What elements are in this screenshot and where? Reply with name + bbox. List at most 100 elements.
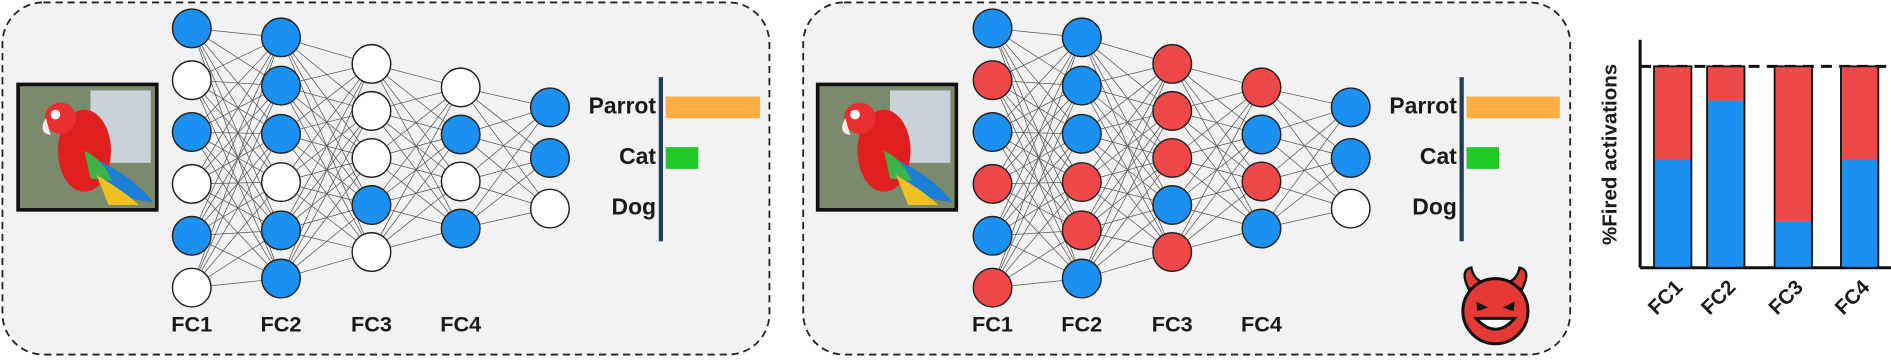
neuron: [260, 17, 302, 58]
neuron: [1330, 137, 1371, 179]
network: FC1 FC2 FC3 FC4 Parrot Cat Dog: [171, 8, 761, 336]
bar-segment: [1654, 158, 1692, 268]
neuron: [351, 232, 392, 273]
connection: [992, 37, 1083, 185]
neuron: [1061, 210, 1102, 251]
class-label: Dog: [1412, 194, 1457, 220]
neuron: [440, 67, 481, 108]
neuron: [171, 215, 212, 256]
input-image: [16, 82, 159, 212]
connection: [191, 85, 282, 185]
neuron: [529, 137, 570, 179]
output-bar: [1466, 96, 1560, 119]
class-label: Dog: [612, 194, 657, 220]
bar-outline: [1706, 65, 1746, 269]
neuron: [972, 112, 1013, 153]
layer-label: FC4: [1241, 311, 1282, 336]
layer-label: FC2: [1061, 311, 1102, 336]
connection: [191, 37, 282, 133]
connection: [460, 107, 551, 229]
output-bar: [665, 96, 761, 119]
layer-label: FC3: [1152, 311, 1193, 336]
neuron: [1241, 67, 1282, 108]
neuron: [260, 162, 302, 203]
connection: [280, 133, 372, 253]
bar-segment: [1840, 158, 1879, 268]
connection: [992, 131, 1083, 231]
neuron: [1330, 87, 1371, 128]
layer-label: FC3: [351, 311, 392, 336]
neuron: [171, 60, 212, 101]
connection: [992, 28, 1083, 183]
connection: [992, 80, 1083, 279]
connection: [191, 80, 282, 231]
connection: [992, 85, 1083, 288]
neuron: [1152, 184, 1193, 226]
connection: [1261, 87, 1352, 209]
neuron: [260, 210, 302, 251]
connection: [191, 131, 282, 279]
neuron: [171, 112, 212, 153]
neuron: [260, 113, 302, 154]
connection: [191, 181, 282, 288]
connection: [371, 87, 462, 253]
output-bar: [1466, 147, 1500, 169]
connection: [992, 85, 1083, 185]
connection: [191, 131, 282, 231]
neuron: [1152, 232, 1193, 273]
bar-outline: [1840, 65, 1880, 269]
neuron: [440, 114, 481, 155]
neuron: [351, 137, 392, 179]
connection: [1081, 157, 1173, 279]
x-tick-label: FC2: [1697, 276, 1741, 320]
connection: [191, 79, 282, 183]
connection: [1081, 37, 1173, 159]
neuron: [972, 60, 1013, 101]
y-axis-label: %Fired activations: [1599, 64, 1622, 245]
neuron: [440, 161, 481, 202]
neuron: [972, 267, 1013, 308]
connection: [992, 28, 1083, 135]
connection: [191, 28, 282, 183]
class-label: Parrot: [1389, 92, 1457, 118]
connection: [371, 87, 461, 206]
neuron: [440, 208, 481, 249]
neuron: [1241, 114, 1282, 155]
input-image: [815, 82, 959, 212]
bar-outline: [1773, 65, 1813, 269]
layer-label: FC1: [972, 311, 1013, 336]
neuron: [1061, 17, 1102, 58]
neuron: [1152, 90, 1193, 131]
x-tick-label: FC1: [1644, 276, 1688, 320]
bar-segment: [1707, 100, 1745, 268]
connection: [992, 131, 1083, 279]
neuron: [529, 188, 570, 229]
neuron: [260, 258, 302, 299]
neuron: [972, 163, 1013, 204]
connection: [992, 37, 1083, 236]
connection: [280, 157, 372, 279]
neuron: [171, 163, 212, 204]
connection: [280, 37, 372, 159]
neuron: [260, 65, 302, 106]
connection: [1081, 85, 1173, 206]
neuron: [1152, 137, 1193, 179]
layer-label: FC1: [171, 311, 212, 336]
bar-outline: [1653, 65, 1693, 269]
connection: [992, 37, 1083, 133]
neuron: [351, 90, 392, 131]
x-tick-label: FC3: [1764, 276, 1808, 320]
connection: [992, 133, 1083, 288]
bar-segment: [1774, 66, 1812, 222]
neuron: [351, 184, 392, 226]
connection: [280, 85, 372, 206]
neuron: [1330, 188, 1371, 229]
connection: [1081, 37, 1173, 206]
class-label: Cat: [619, 143, 656, 169]
connection: [371, 134, 461, 253]
connection: [460, 87, 551, 209]
neuron: [1061, 258, 1102, 299]
neuron: [171, 267, 212, 308]
connection: [1081, 63, 1173, 183]
x-tick-label: FC4: [1831, 275, 1875, 319]
